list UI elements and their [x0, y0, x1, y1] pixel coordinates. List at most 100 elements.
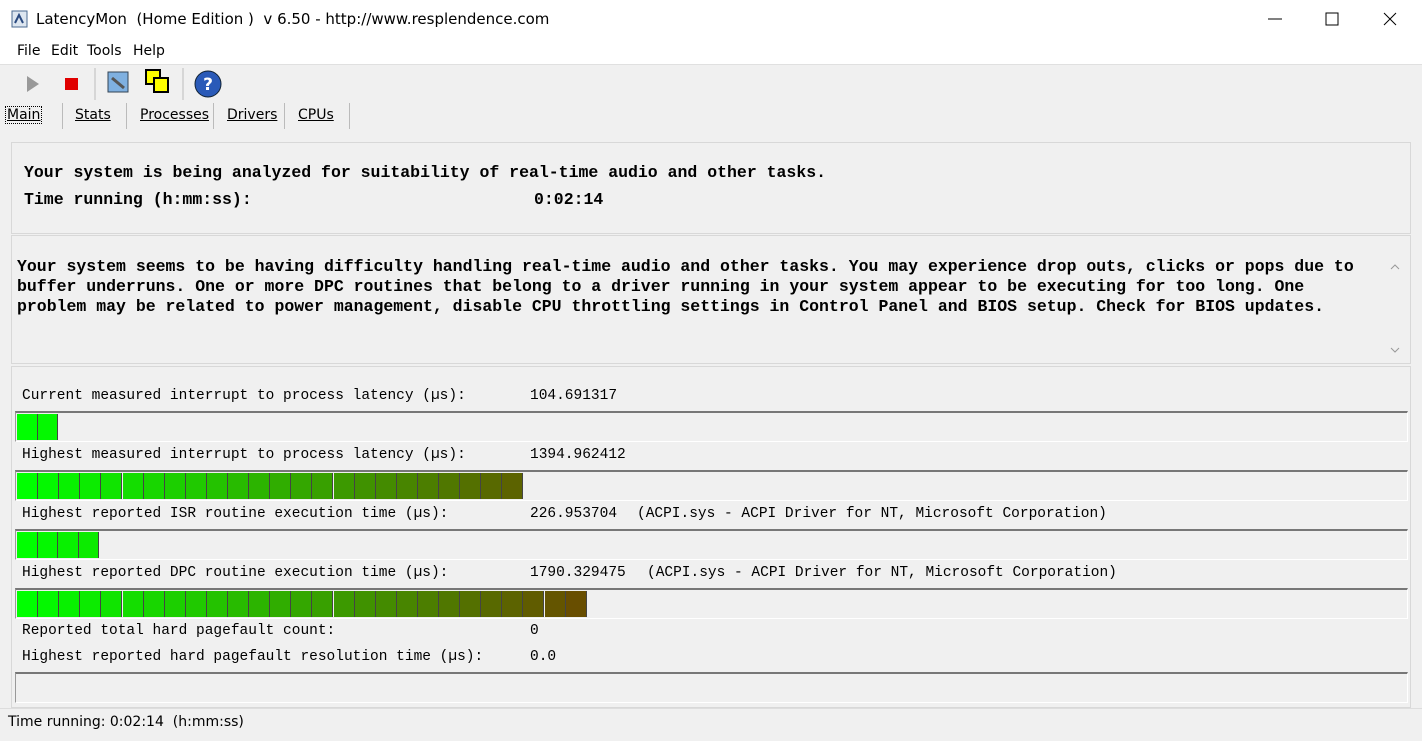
tab[interactable]: CPUs	[298, 107, 334, 123]
title-bar: LatencyMon (Home Edition ) v 6.50 - http…	[0, 0, 1422, 38]
bar-segment	[249, 591, 271, 617]
bar-segment	[460, 473, 482, 499]
tab[interactable]: Drivers	[227, 107, 278, 123]
bar-segment	[375, 591, 397, 617]
bar-segment	[122, 473, 144, 499]
window-controls[interactable]	[1250, 0, 1422, 38]
advice-panel: Your system seems to be having difficult…	[11, 235, 1411, 364]
bar-segment	[417, 591, 439, 617]
bar-segment	[185, 591, 207, 617]
metric-label: Highest measured interrupt to process la…	[22, 447, 466, 463]
metric-value: 1394.962412	[530, 447, 626, 463]
app-icon	[11, 10, 28, 28]
bar-segment	[101, 473, 123, 499]
menu-item[interactable]: Help	[133, 43, 165, 59]
bar-segment	[38, 591, 60, 617]
bar-segment	[185, 473, 207, 499]
bar-segment	[37, 414, 58, 440]
latency-bar	[15, 470, 1408, 501]
menu-item[interactable]: File	[17, 43, 41, 59]
start-button[interactable]	[27, 76, 39, 92]
bar-segment	[249, 473, 271, 499]
stop-button[interactable]	[65, 78, 78, 90]
bar-segment	[502, 473, 524, 499]
bar-segment	[481, 473, 503, 499]
bar-segment	[228, 591, 250, 617]
bar-segment	[354, 591, 376, 617]
status-panel: Your system is being analyzed for suitab…	[11, 142, 1411, 234]
bar-segment	[565, 591, 587, 617]
bar-segment	[544, 591, 566, 617]
status-bar-text: Time running: 0:02:14 (h:mm:ss)	[8, 714, 244, 730]
bar-segment	[206, 591, 228, 617]
bar-segment	[78, 532, 99, 558]
pagefault-bar	[15, 672, 1408, 703]
menu-bar: File Edit Tools Help	[0, 38, 1422, 65]
bar-segment	[270, 473, 292, 499]
bar-segment	[122, 591, 144, 617]
bar-segment	[333, 591, 355, 617]
tab-separator	[126, 103, 127, 129]
latency-bar	[15, 588, 1408, 619]
menu-item[interactable]: Edit	[51, 43, 79, 59]
advice-line: buffer underruns. One or more DPC routin…	[17, 277, 1305, 296]
bar-segment	[143, 591, 165, 617]
latency-bar	[15, 411, 1408, 442]
window-title: LatencyMon (Home Edition ) v 6.50 - http…	[36, 10, 550, 28]
metric-value: 226.953704	[530, 506, 618, 522]
bar-segment	[270, 591, 292, 617]
scrollbar[interactable]	[1388, 260, 1402, 360]
tab[interactable]: Processes	[140, 107, 210, 123]
metric-label: Highest reported ISR routine execution t…	[22, 506, 449, 522]
bar-segment	[396, 591, 418, 617]
menu-item[interactable]: Tools	[87, 43, 122, 59]
pagefault-value: 0.0	[530, 649, 557, 665]
status-bar: Time running: 0:02:14 (h:mm:ss)	[0, 708, 1422, 733]
latency-bar	[15, 529, 1408, 560]
status-message: Your system is being analyzed for suitab…	[24, 163, 827, 182]
bar-segment	[59, 591, 81, 617]
bar-segment	[164, 473, 186, 499]
bar-segment	[291, 473, 313, 499]
bar-segment	[354, 473, 376, 499]
bar-segment	[375, 473, 397, 499]
metric-value: 1790.329475	[530, 565, 626, 581]
bar-segment	[17, 473, 39, 499]
bar-segment	[460, 591, 482, 617]
metric-label: Highest reported DPC routine execution t…	[22, 565, 449, 581]
bar-segment	[333, 473, 355, 499]
bar-segment	[228, 473, 250, 499]
bar-segment	[37, 532, 58, 558]
bar-segment	[502, 591, 524, 617]
svg-text:?: ?	[203, 75, 213, 95]
bar-segment	[17, 591, 39, 617]
pagefault-label: Reported total hard pagefault count:	[22, 623, 336, 639]
bar-segment	[481, 591, 503, 617]
pagefault-label: Highest reported hard pagefault resoluti…	[22, 649, 484, 665]
tab[interactable]: Main	[4, 106, 43, 124]
bar-segment	[59, 473, 81, 499]
windows-button[interactable]	[145, 69, 169, 93]
advice-line: Your system seems to be having difficult…	[17, 257, 1354, 276]
advice-line: problem may be related to power manageme…	[17, 297, 1325, 316]
bar-segment	[312, 591, 334, 617]
metric-detail: (ACPI.sys - ACPI Driver for NT, Microsof…	[647, 565, 1117, 581]
time-label: Time running (h:mm:ss):	[24, 190, 252, 209]
tab[interactable]: Stats	[75, 107, 111, 123]
metric-value: 104.691317	[530, 388, 618, 404]
bar-segment	[291, 591, 313, 617]
metric-detail: (ACPI.sys - ACPI Driver for NT, Microsof…	[637, 506, 1107, 522]
bar-segment	[523, 591, 545, 617]
bar-segment	[396, 473, 418, 499]
report-button[interactable]	[107, 71, 129, 93]
tab-separator	[213, 103, 214, 129]
tab-separator	[349, 103, 350, 129]
tab-separator	[284, 103, 285, 129]
bar-segment	[80, 473, 102, 499]
bar-segment	[206, 473, 228, 499]
bar-segment	[143, 473, 165, 499]
bar-segment	[38, 473, 60, 499]
help-button[interactable]: ?	[194, 70, 222, 98]
